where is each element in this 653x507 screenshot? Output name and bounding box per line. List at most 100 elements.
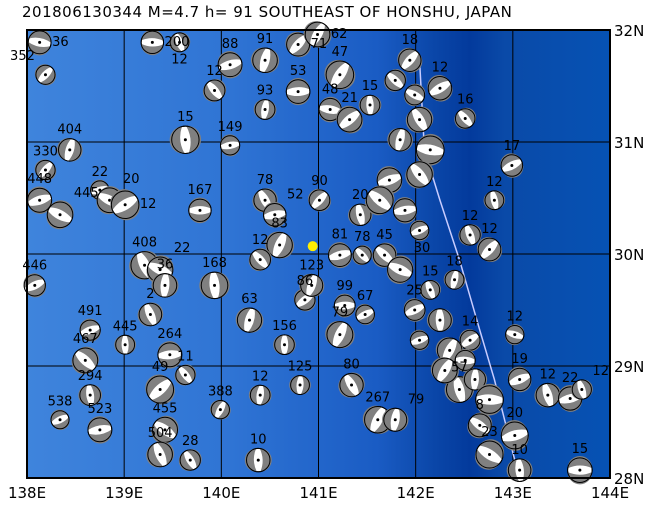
beachball-center <box>378 198 382 202</box>
beachball-outline <box>236 307 263 333</box>
event-depth-label: 47 <box>332 45 349 60</box>
event-depth-label: 63 <box>241 292 258 307</box>
beachball-center <box>453 278 457 282</box>
compressional-quadrant <box>333 64 356 90</box>
lat-tick-label: 28N <box>614 470 644 488</box>
event-depth-label: 467 <box>73 332 98 347</box>
beachball-outline <box>290 375 310 395</box>
focal-mechanism <box>248 248 272 271</box>
beachball-center <box>58 213 62 217</box>
beachball-center <box>448 348 452 352</box>
focal-mechanism <box>79 318 101 342</box>
compressional-quadrant <box>370 185 395 208</box>
beachball-center <box>393 418 397 422</box>
beachball-outline <box>505 324 525 345</box>
focal-mechanism <box>333 293 356 318</box>
beachball-outline <box>507 458 532 482</box>
focal-mechanism <box>140 29 165 56</box>
beachball-outline <box>500 154 524 177</box>
beachball-outline <box>304 21 331 48</box>
beachball-center <box>188 458 192 462</box>
beachball-outline <box>427 76 453 101</box>
beachball-center <box>183 138 187 142</box>
event-depth-label: 88 <box>222 37 239 52</box>
lon-tick-label: 138E <box>8 484 46 502</box>
beachball-outline <box>46 201 74 229</box>
lon-tick-label: 143E <box>494 484 532 502</box>
event-depth-label: 455 <box>153 401 178 416</box>
event-depth-label: 16 <box>457 93 474 108</box>
event-depth-label: 446 <box>22 259 47 274</box>
beachball-center <box>43 73 47 77</box>
beachball-center <box>228 143 232 147</box>
event-depth-label: 15 <box>422 264 439 279</box>
beachball-center <box>383 253 387 257</box>
beachball-center <box>123 343 127 347</box>
beachball-center <box>338 253 342 257</box>
focal-mechanism <box>199 271 230 300</box>
focal-mechanism <box>253 99 277 120</box>
focal-mechanism <box>419 279 441 300</box>
beachball-center <box>438 318 442 322</box>
beachball-center <box>408 58 412 62</box>
beachball-center <box>158 388 162 392</box>
event-depth-label: 11 <box>177 349 194 364</box>
event-depth-label: 538 <box>48 395 73 410</box>
beachball-center <box>148 312 152 316</box>
beachball-outline <box>383 407 408 432</box>
beachball-outline <box>406 161 433 188</box>
event-depth-label: 36 <box>52 35 69 50</box>
beachball-center <box>418 172 422 176</box>
beachball-center <box>282 343 286 347</box>
beachball-outline <box>266 231 293 259</box>
event-depth-label: 86 <box>297 274 314 289</box>
event-depth-label: 12 <box>486 175 503 190</box>
beachball-center <box>263 58 267 62</box>
beachball-outline <box>146 375 175 404</box>
beachball-center <box>178 40 182 44</box>
beachball-center <box>338 333 342 337</box>
beachball-outline <box>409 330 430 350</box>
beachball-outline <box>50 410 70 430</box>
focal-mechanism <box>454 348 476 372</box>
beachball-center <box>88 328 92 332</box>
event-layer <box>23 21 593 485</box>
focal-mechanism <box>273 334 296 356</box>
focal-mechanism <box>476 237 503 263</box>
beachball-center <box>398 138 402 142</box>
beachball-center <box>58 418 62 422</box>
beachball-center <box>418 118 422 122</box>
focal-mechanism <box>285 78 311 106</box>
event-depth-label: 12 <box>481 222 498 237</box>
focal-mechanism <box>500 153 524 178</box>
beachball-center <box>518 377 522 381</box>
beachball-center <box>360 253 364 257</box>
beachball-center <box>258 258 262 262</box>
compressional-quadrant <box>110 189 136 211</box>
beachball-outline <box>249 384 271 406</box>
event-depth-label: 22 <box>92 165 109 180</box>
beachball-center <box>393 78 397 82</box>
beachball-center <box>358 213 362 217</box>
event-depth-label: 22 <box>174 241 191 256</box>
beachball-outline <box>398 48 422 72</box>
beachball-outline <box>454 108 476 129</box>
event-depth-label: 67 <box>357 289 374 304</box>
beachball-center <box>68 148 72 152</box>
beachball-center <box>296 90 300 94</box>
lat-tick-label: 32N <box>614 22 644 40</box>
focal-mechanism <box>27 186 53 214</box>
beachball-center <box>513 433 517 437</box>
beachball-outline <box>157 342 183 368</box>
beachball-outline <box>459 224 481 246</box>
beachball-center <box>263 198 267 202</box>
focal-mechanism <box>404 83 426 107</box>
beachball-outline <box>327 243 352 268</box>
beachball-center <box>298 383 302 387</box>
event-depth-label: 168 <box>202 256 227 271</box>
beachball-outline <box>475 440 504 469</box>
beachball-outline <box>365 186 394 215</box>
event-depth-label: 10 <box>250 432 267 447</box>
focal-mechanism <box>507 366 532 393</box>
